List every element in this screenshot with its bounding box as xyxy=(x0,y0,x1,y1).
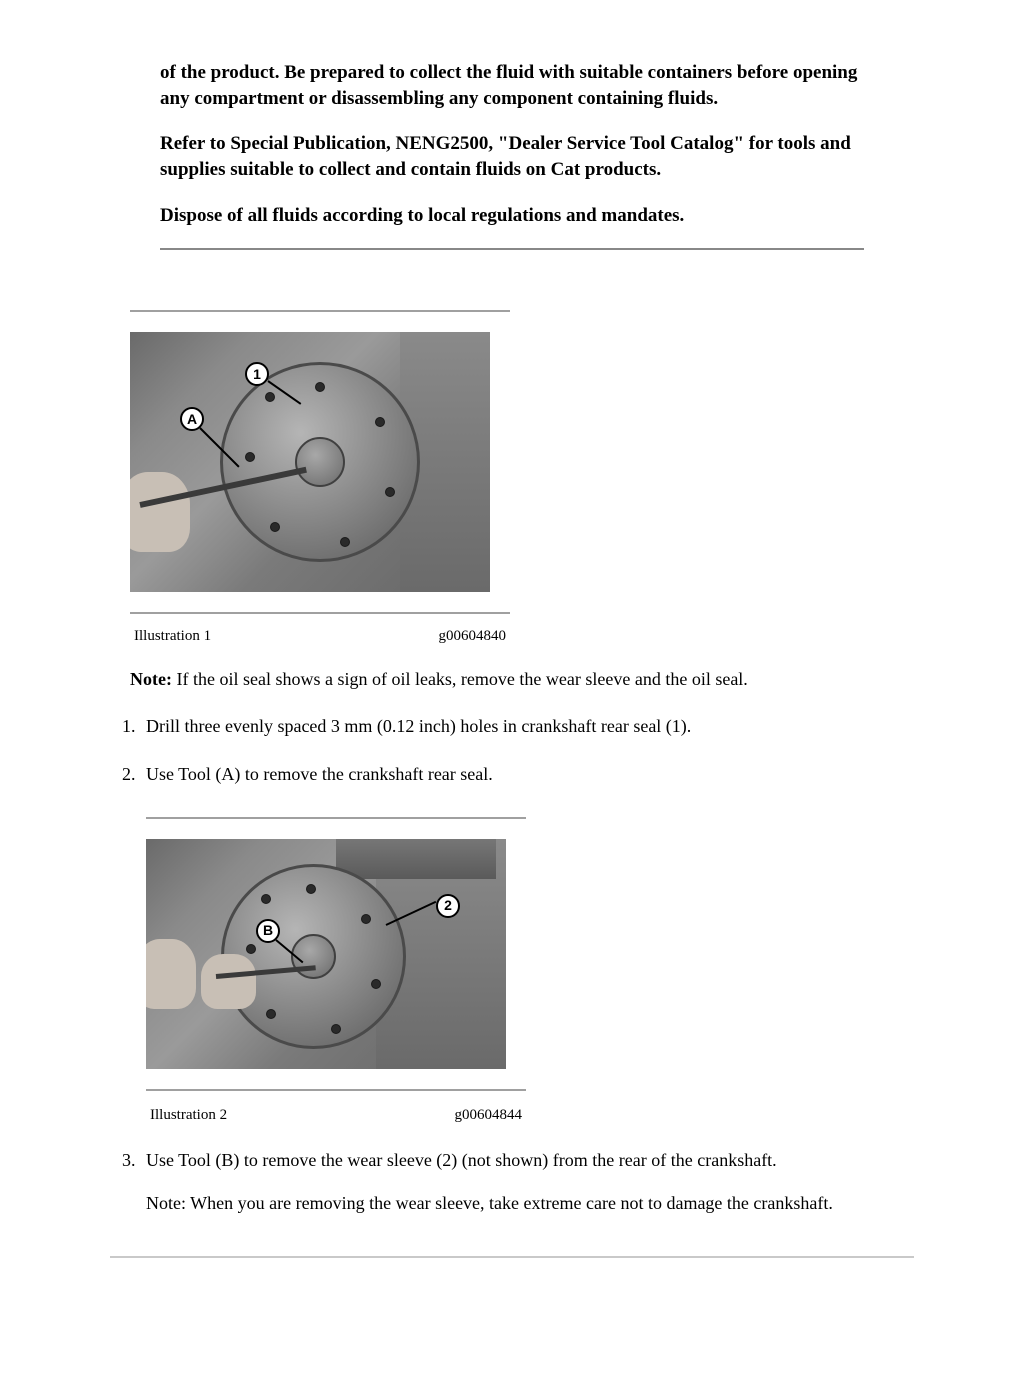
notice-block: of the product. Be prepared to collect t… xyxy=(110,60,914,280)
bolt-hole xyxy=(261,894,271,904)
bolt-hole xyxy=(266,1009,276,1019)
figure-2-image: 2 B xyxy=(146,839,506,1069)
step-3: Use Tool (B) to remove the wear sleeve (… xyxy=(140,1148,914,1216)
bolt-hole xyxy=(371,979,381,989)
figure-2-caption-right: g00604844 xyxy=(455,1105,523,1126)
step-3-note: Note: When you are removing the wear sle… xyxy=(146,1191,914,1216)
hand-shape xyxy=(201,954,256,1009)
callout-1-label: 1 xyxy=(253,366,261,382)
bolt-hole xyxy=(361,914,371,924)
figure-2-caption: Illustration 2 g00604844 xyxy=(146,1105,526,1126)
figure-2: 2 B Illustration 2 g00604844 xyxy=(146,817,526,1126)
notice-para-3: Dispose of all fluids according to local… xyxy=(160,203,864,229)
note-1: Note: If the oil seal shows a sign of oi… xyxy=(130,667,894,692)
step-2: Use Tool (A) to remove the crankshaft re… xyxy=(140,762,914,1126)
figure-1: 1 A Illustration 1 g00604840 xyxy=(130,310,510,645)
notice-para-2: Refer to Special Publication, NENG2500, … xyxy=(160,131,864,182)
step-3-note-text: When you are removing the wear sleeve, t… xyxy=(186,1193,833,1213)
figure-2-bottom-rule xyxy=(146,1089,526,1091)
note-1-label: Note: xyxy=(130,669,172,689)
step-1: Drill three evenly spaced 3 mm (0.12 inc… xyxy=(140,714,914,739)
hand-shape xyxy=(130,472,190,552)
callout-b-label: B xyxy=(263,921,273,941)
hand-shape xyxy=(146,939,196,1009)
callout-b: B xyxy=(256,919,280,943)
figure-2-top-rule xyxy=(146,817,526,819)
page-footer-rule xyxy=(110,1256,914,1258)
figure-1-caption-left: Illustration 1 xyxy=(134,628,211,645)
step-2-text: Use Tool (A) to remove the crankshaft re… xyxy=(146,764,493,784)
step-list: Drill three evenly spaced 3 mm (0.12 inc… xyxy=(110,714,914,1216)
figure-1-caption: Illustration 1 g00604840 xyxy=(130,628,510,645)
figure-1-image: 1 A xyxy=(130,332,490,592)
callout-2-label: 2 xyxy=(444,896,452,916)
notice-divider xyxy=(160,248,864,250)
figure-1-bottom-rule xyxy=(130,612,510,614)
hub-shape xyxy=(295,437,345,487)
engine-top-shape xyxy=(336,839,496,879)
step-3-text: Use Tool (B) to remove the wear sleeve (… xyxy=(146,1150,777,1170)
figure-2-caption-left: Illustration 2 xyxy=(150,1105,227,1126)
notice-para-1: of the product. Be prepared to collect t… xyxy=(160,60,864,111)
figure-1-top-rule xyxy=(130,310,510,312)
bolt-hole xyxy=(246,944,256,954)
callout-a-label: A xyxy=(187,411,197,427)
step-1-text: Drill three evenly spaced 3 mm (0.12 inc… xyxy=(146,716,691,736)
bolt-hole xyxy=(306,884,316,894)
callout-2: 2 xyxy=(436,894,460,918)
figure-1-caption-right: g00604840 xyxy=(439,628,507,645)
note-1-text: If the oil seal shows a sign of oil leak… xyxy=(172,669,748,689)
step-3-note-label: Note: xyxy=(146,1193,186,1213)
bolt-hole xyxy=(331,1024,341,1034)
